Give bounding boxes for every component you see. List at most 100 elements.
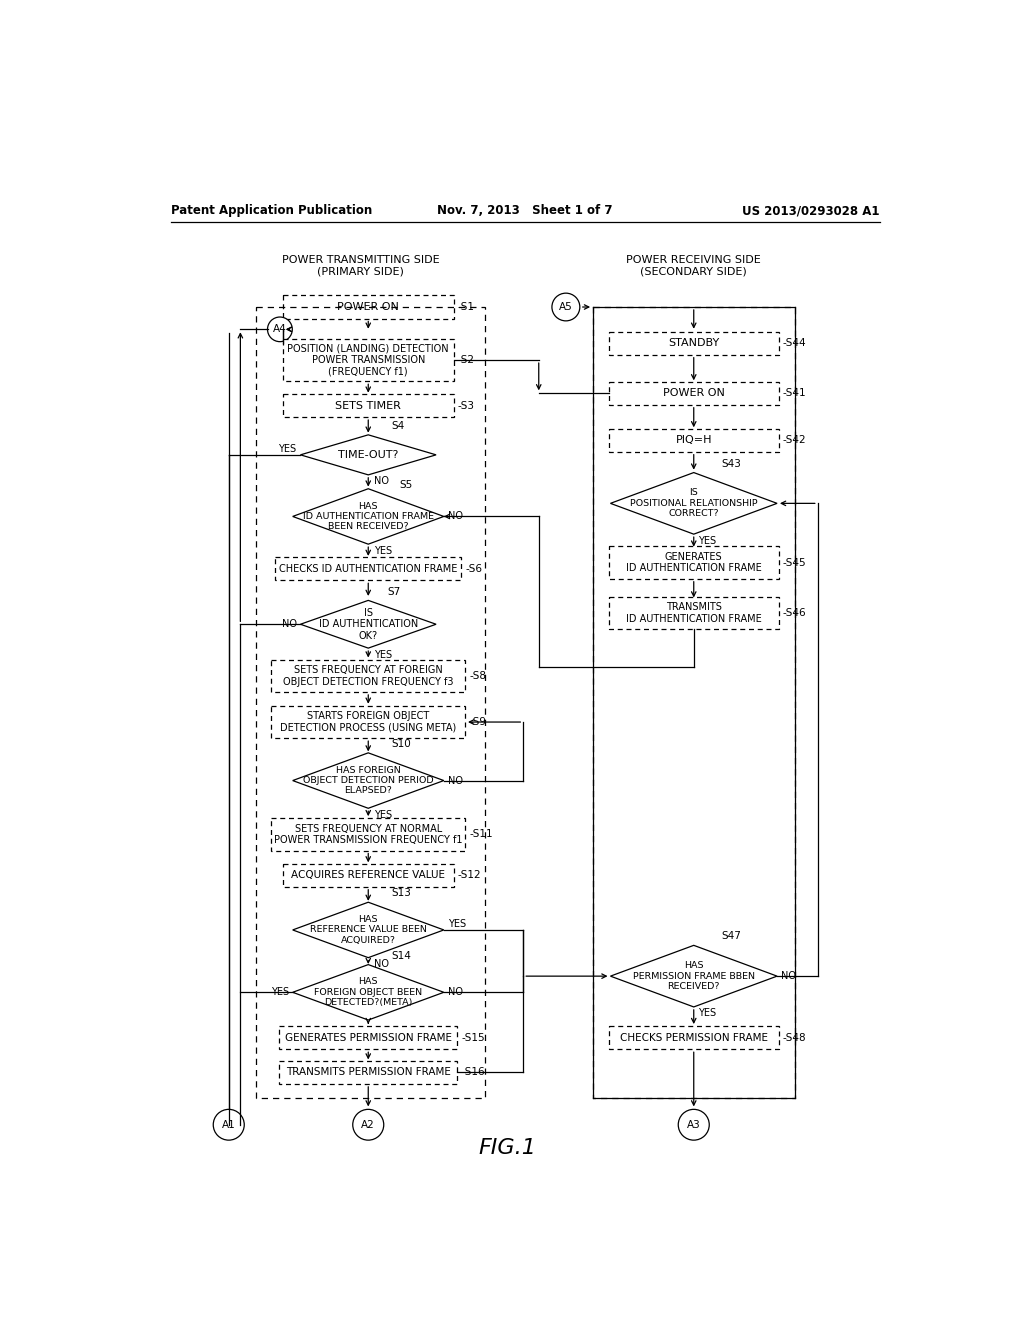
Text: YES: YES [697, 1008, 716, 1019]
Text: S10: S10 [391, 739, 412, 748]
Text: NO: NO [447, 511, 463, 521]
Bar [608, 597, 779, 628]
Polygon shape [293, 903, 443, 958]
Bar [271, 660, 465, 692]
Circle shape [678, 1109, 710, 1140]
Text: -S45: -S45 [783, 557, 807, 568]
Text: -S2: -S2 [458, 355, 474, 366]
Bar [280, 1026, 458, 1049]
Text: A2: A2 [361, 1119, 375, 1130]
Polygon shape [300, 434, 436, 475]
Text: SETS FREQUENCY AT FOREIGN
OBJECT DETECTION FREQUENCY f3: SETS FREQUENCY AT FOREIGN OBJECT DETECTI… [283, 665, 454, 686]
Text: S43: S43 [721, 459, 740, 469]
Text: CHECKS ID AUTHENTICATION FRAME: CHECKS ID AUTHENTICATION FRAME [280, 564, 458, 574]
Polygon shape [293, 488, 443, 544]
Text: PIQ=H: PIQ=H [676, 436, 712, 445]
Text: -S44: -S44 [783, 338, 807, 348]
Text: -S6: -S6 [465, 564, 482, 574]
Text: YES: YES [697, 536, 716, 545]
Text: HAS FOREIGN
OBJECT DETECTION PERIOD
ELAPSED?: HAS FOREIGN OBJECT DETECTION PERIOD ELAP… [303, 766, 433, 796]
Text: STARTS FOREIGN OBJECT
DETECTION PROCESS (USING META): STARTS FOREIGN OBJECT DETECTION PROCESS … [281, 711, 457, 733]
Text: S7: S7 [388, 586, 400, 597]
Text: -S12: -S12 [458, 870, 481, 880]
Text: POWER ON: POWER ON [337, 302, 399, 312]
Text: -S41: -S41 [783, 388, 807, 399]
Text: -S42: -S42 [783, 436, 807, 445]
Circle shape [352, 1109, 384, 1140]
Text: HAS
REFERENCE VALUE BEEN
ACQUIRED?: HAS REFERENCE VALUE BEEN ACQUIRED? [310, 915, 427, 945]
Text: Patent Application Publication: Patent Application Publication [171, 205, 372, 218]
Bar [283, 296, 454, 318]
Text: GENERATES
ID AUTHENTICATION FRAME: GENERATES ID AUTHENTICATION FRAME [626, 552, 762, 573]
Text: YES: YES [375, 810, 392, 820]
Text: SETS TIMER: SETS TIMER [335, 400, 401, 411]
Text: NO: NO [781, 972, 796, 981]
Text: POSITION (LANDING) DETECTION
POWER TRANSMISSION
(FREQUENCY f1): POSITION (LANDING) DETECTION POWER TRANS… [288, 343, 450, 376]
Text: NO: NO [282, 619, 297, 630]
Text: S4: S4 [391, 421, 404, 430]
Bar [593, 308, 795, 1098]
Bar [271, 706, 465, 738]
Text: CHECKS PERMISSION FRAME: CHECKS PERMISSION FRAME [620, 1032, 768, 1043]
Text: -S16: -S16 [461, 1068, 485, 1077]
Text: -S46: -S46 [783, 607, 807, 618]
Text: S13: S13 [391, 888, 412, 899]
Text: POWER ON: POWER ON [663, 388, 725, 399]
Bar [280, 1061, 458, 1084]
Text: A3: A3 [687, 1119, 700, 1130]
Polygon shape [293, 752, 443, 808]
Text: -S11: -S11 [469, 829, 493, 840]
Text: -S48: -S48 [783, 1032, 807, 1043]
Text: -S8: -S8 [469, 671, 486, 681]
Bar [283, 395, 454, 417]
Text: S47: S47 [721, 932, 740, 941]
Text: IS
ID AUTHENTICATION
OK?: IS ID AUTHENTICATION OK? [318, 607, 418, 640]
Polygon shape [610, 473, 777, 535]
Text: YES: YES [375, 649, 392, 660]
Text: ACQUIRES REFERENCE VALUE: ACQUIRES REFERENCE VALUE [291, 870, 445, 880]
Text: POWER RECEIVING SIDE
(SECONDARY SIDE): POWER RECEIVING SIDE (SECONDARY SIDE) [627, 255, 761, 277]
Circle shape [552, 293, 580, 321]
Polygon shape [293, 965, 443, 1020]
Polygon shape [610, 945, 777, 1007]
Bar [608, 546, 779, 578]
Text: A4: A4 [273, 325, 287, 334]
Text: A5: A5 [559, 302, 572, 312]
Polygon shape [300, 601, 436, 648]
Text: US 2013/0293028 A1: US 2013/0293028 A1 [742, 205, 880, 218]
Bar [608, 331, 779, 355]
Bar [256, 308, 484, 1098]
Text: HAS
FOREIGN OBJECT BEEN
DETECTED?(META): HAS FOREIGN OBJECT BEEN DETECTED?(META) [314, 977, 422, 1007]
Text: S14: S14 [391, 950, 412, 961]
Text: NO: NO [375, 477, 389, 486]
Text: TIME-OUT?: TIME-OUT? [338, 450, 398, 459]
Text: HAS
ID AUTHENTICATION FRAME
BEEN RECEIVED?: HAS ID AUTHENTICATION FRAME BEEN RECEIVE… [303, 502, 434, 532]
Text: NO: NO [447, 987, 463, 998]
Text: YES: YES [447, 919, 466, 929]
Text: HAS
PERMISSION FRAME BBEN
RECEIVED?: HAS PERMISSION FRAME BBEN RECEIVED? [633, 961, 755, 991]
Text: -S1: -S1 [458, 302, 474, 312]
Text: YES: YES [270, 987, 289, 998]
Text: IS
POSITIONAL RELATIONSHIP
CORRECT?: IS POSITIONAL RELATIONSHIP CORRECT? [630, 488, 758, 519]
Bar [283, 863, 454, 887]
Text: TRANSMITS
ID AUTHENTICATION FRAME: TRANSMITS ID AUTHENTICATION FRAME [626, 602, 762, 623]
Text: -S3: -S3 [458, 400, 474, 411]
Text: SETS FREQUENCY AT NORMAL
POWER TRANSMISSION FREQUENCY f1: SETS FREQUENCY AT NORMAL POWER TRANSMISS… [274, 824, 463, 845]
Text: YES: YES [375, 545, 392, 556]
Text: TRANSMITS PERMISSION FRAME: TRANSMITS PERMISSION FRAME [286, 1068, 451, 1077]
Circle shape [213, 1109, 245, 1140]
Bar [283, 339, 454, 381]
Bar [271, 818, 465, 850]
Text: NO: NO [447, 776, 463, 785]
Text: NO: NO [375, 960, 389, 969]
Text: A1: A1 [222, 1119, 236, 1130]
Text: Nov. 7, 2013   Sheet 1 of 7: Nov. 7, 2013 Sheet 1 of 7 [437, 205, 612, 218]
Text: YES: YES [279, 444, 297, 454]
Bar [608, 1026, 779, 1049]
Bar [275, 557, 461, 581]
Text: STANDBY: STANDBY [668, 338, 720, 348]
Text: -S15: -S15 [461, 1032, 485, 1043]
Text: GENERATES PERMISSION FRAME: GENERATES PERMISSION FRAME [285, 1032, 452, 1043]
Text: POWER TRANSMITTING SIDE
(PRIMARY SIDE): POWER TRANSMITTING SIDE (PRIMARY SIDE) [282, 255, 439, 277]
Circle shape [267, 317, 292, 342]
